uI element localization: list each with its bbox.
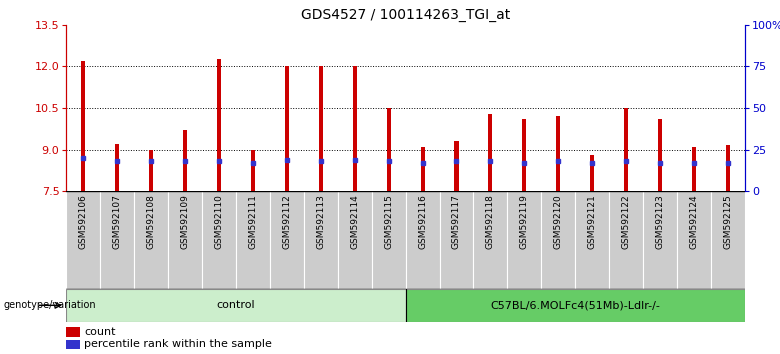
Bar xyxy=(202,191,236,289)
Bar xyxy=(101,191,134,289)
Text: GSM592116: GSM592116 xyxy=(418,194,427,249)
Bar xyxy=(371,191,406,289)
Text: GSM592119: GSM592119 xyxy=(519,194,529,249)
Bar xyxy=(406,191,440,289)
Bar xyxy=(66,191,101,289)
Bar xyxy=(81,61,85,191)
Text: GSM592114: GSM592114 xyxy=(350,194,360,249)
Text: GSM592113: GSM592113 xyxy=(316,194,325,249)
Bar xyxy=(134,191,168,289)
Text: GSM592107: GSM592107 xyxy=(112,194,122,249)
Bar xyxy=(523,119,526,191)
Text: GSM592121: GSM592121 xyxy=(587,194,597,249)
Text: GSM592122: GSM592122 xyxy=(622,194,631,249)
Bar xyxy=(677,191,711,289)
Bar xyxy=(541,191,576,289)
Bar xyxy=(236,191,270,289)
Text: percentile rank within the sample: percentile rank within the sample xyxy=(84,339,272,349)
Bar xyxy=(711,191,745,289)
Text: GSM592115: GSM592115 xyxy=(384,194,393,249)
Bar xyxy=(353,67,356,191)
Text: GSM592120: GSM592120 xyxy=(554,194,563,249)
Bar xyxy=(217,59,221,191)
Bar xyxy=(66,327,80,337)
Text: GSM592118: GSM592118 xyxy=(486,194,495,249)
Bar xyxy=(473,191,508,289)
Bar xyxy=(556,116,560,191)
Bar xyxy=(576,191,609,289)
Text: GSM592111: GSM592111 xyxy=(248,194,257,249)
Bar xyxy=(115,144,119,191)
Bar xyxy=(643,191,677,289)
Text: GSM592124: GSM592124 xyxy=(690,194,699,249)
Bar xyxy=(507,191,541,289)
Bar xyxy=(455,141,459,191)
Bar xyxy=(726,145,730,191)
Bar xyxy=(168,191,202,289)
Text: GSM592123: GSM592123 xyxy=(655,194,665,249)
Text: genotype/variation: genotype/variation xyxy=(4,300,97,310)
Text: GSM592112: GSM592112 xyxy=(282,194,292,249)
Text: GSM592108: GSM592108 xyxy=(147,194,156,249)
Text: C57BL/6.MOLFc4(51Mb)-Ldlr-/-: C57BL/6.MOLFc4(51Mb)-Ldlr-/- xyxy=(491,300,660,310)
Bar xyxy=(66,289,406,322)
Title: GDS4527 / 100114263_TGI_at: GDS4527 / 100114263_TGI_at xyxy=(301,8,510,22)
Text: GSM592125: GSM592125 xyxy=(723,194,732,249)
Bar xyxy=(285,67,289,191)
Bar xyxy=(304,191,338,289)
Bar xyxy=(692,147,696,191)
Text: GSM592110: GSM592110 xyxy=(215,194,224,249)
Text: GSM592117: GSM592117 xyxy=(452,194,461,249)
Bar xyxy=(624,108,628,191)
Bar xyxy=(66,339,80,349)
Bar xyxy=(251,149,255,191)
Bar xyxy=(387,108,391,191)
Bar xyxy=(270,191,304,289)
Bar xyxy=(609,191,643,289)
Bar xyxy=(590,155,594,191)
Text: GSM592106: GSM592106 xyxy=(79,194,88,249)
Bar xyxy=(183,130,187,191)
Bar xyxy=(319,67,323,191)
Text: count: count xyxy=(84,327,115,337)
Bar xyxy=(440,191,473,289)
Bar xyxy=(420,147,424,191)
Text: control: control xyxy=(217,300,255,310)
Bar xyxy=(406,289,745,322)
Bar xyxy=(488,114,492,191)
Bar xyxy=(658,119,662,191)
Text: GSM592109: GSM592109 xyxy=(180,194,190,249)
Bar xyxy=(338,191,372,289)
Bar xyxy=(149,149,153,191)
